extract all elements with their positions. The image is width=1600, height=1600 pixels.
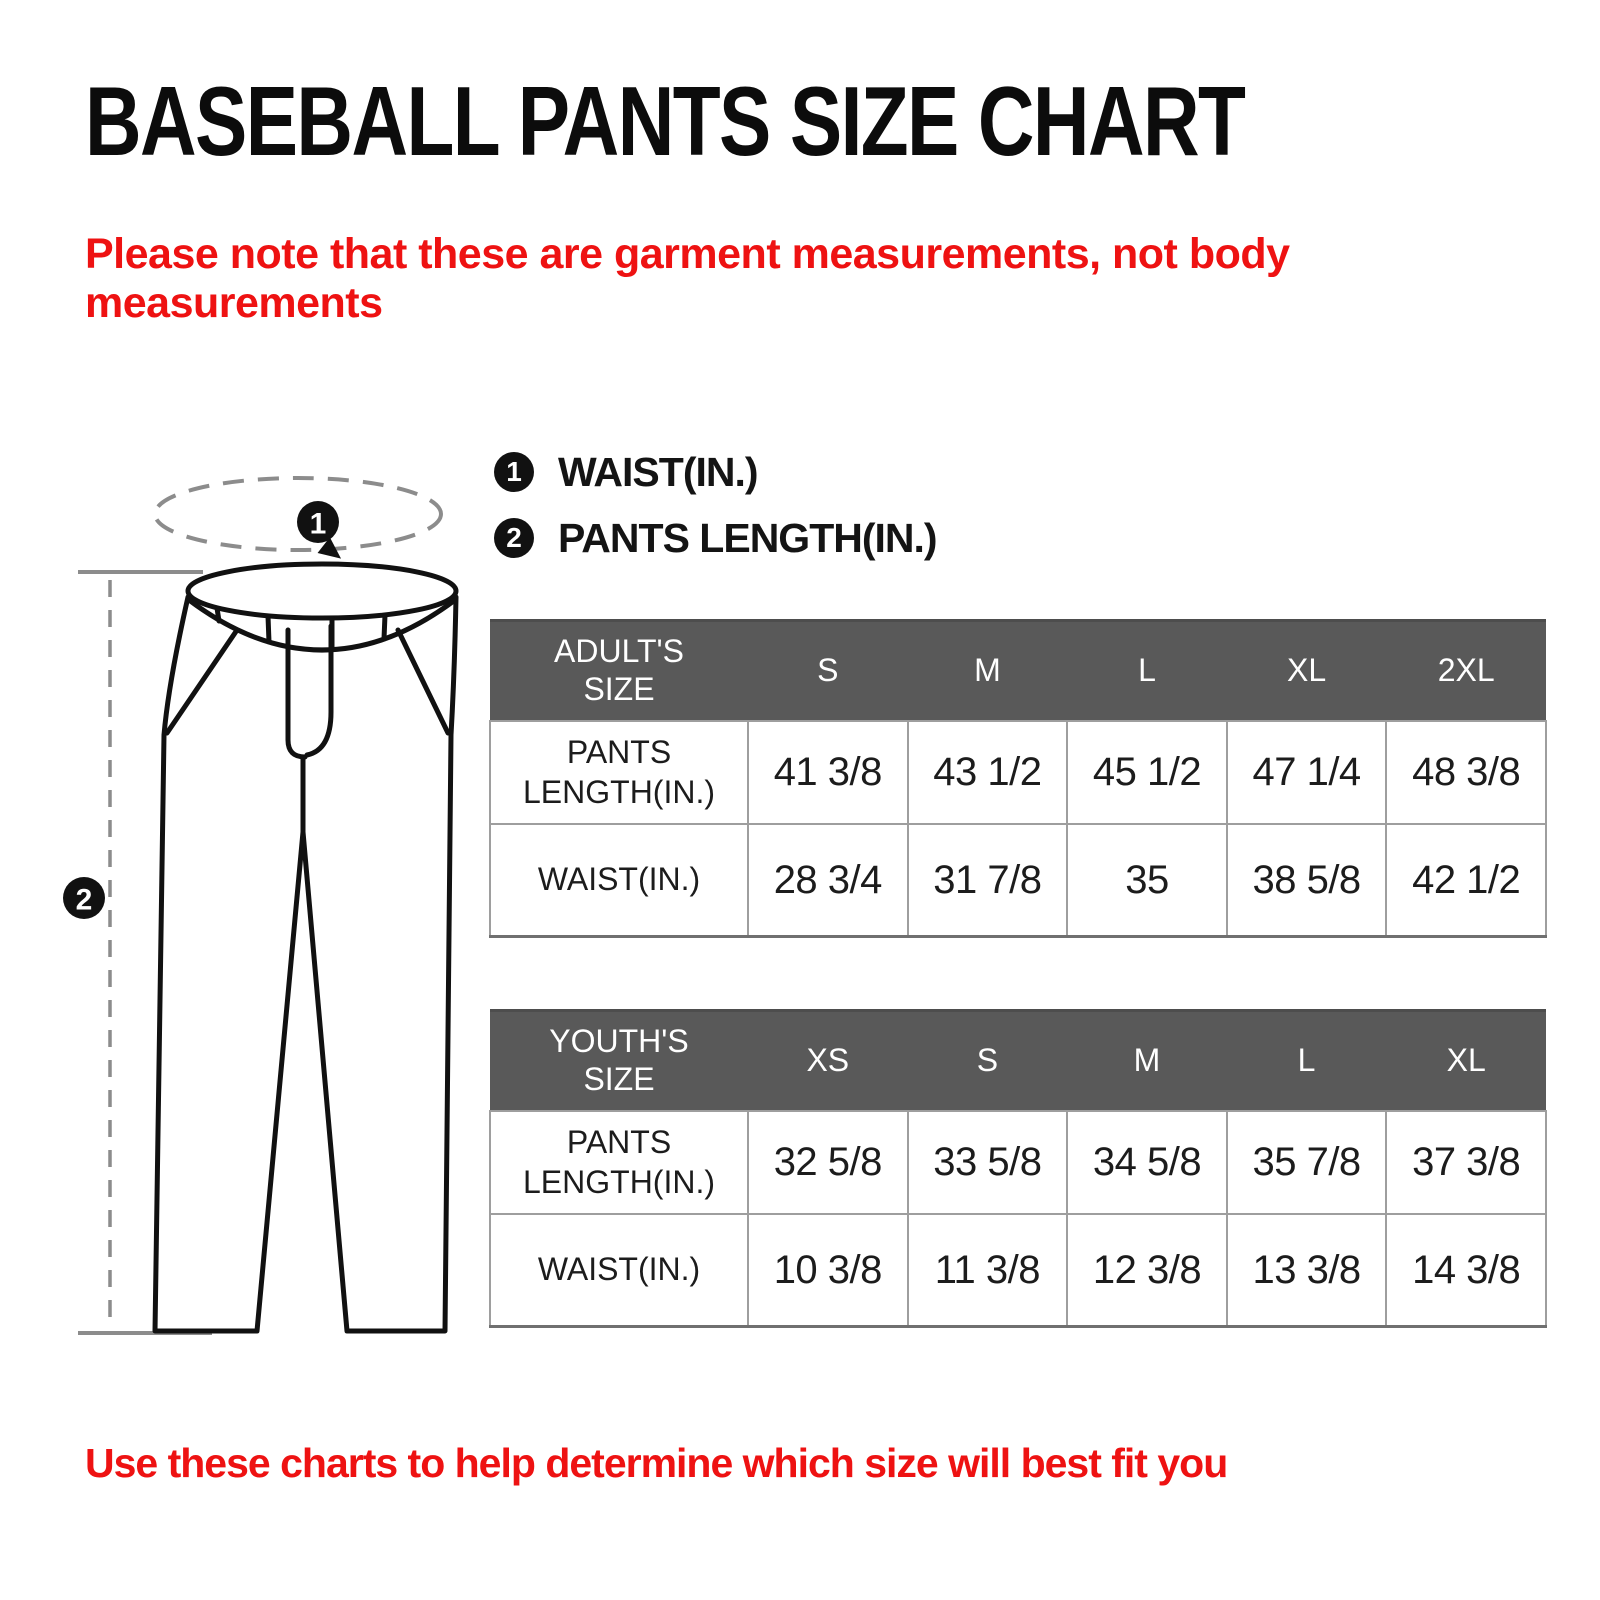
- legend-marker-1-number: 1: [506, 456, 522, 487]
- row-label-cell: WAIST(IN.): [489, 823, 749, 938]
- pants-outline: [152, 594, 459, 1334]
- youth-table-title-cell: YOUTH'S SIZE: [490, 1010, 748, 1111]
- youth-pants-length-row: PANTS LENGTH(IN.) 32 5/8 33 5/8 34 5/8 3…: [489, 1110, 1547, 1215]
- adult-header-row: ADULT'S SIZE S M L XL 2XL: [490, 620, 1546, 721]
- value-cell: 13 3/8: [1225, 1213, 1388, 1328]
- row-label: WAIST(IN.): [537, 1251, 701, 1288]
- fly-right-seam: [304, 623, 334, 758]
- value-cell: 10 3/8: [747, 1213, 909, 1328]
- value-cell: 14 3/8: [1385, 1213, 1547, 1328]
- row-label-cell: PANTS LENGTH(IN.): [489, 1110, 749, 1215]
- adult-pants-length-row: PANTS LENGTH(IN.) 41 3/8 43 1/2 45 1/2 4…: [489, 720, 1547, 825]
- youth-header-row: YOUTH'S SIZE XS S M L XL: [490, 1010, 1546, 1111]
- value-cell: 28 3/4: [747, 823, 909, 938]
- pants-waistband-bottom: [186, 597, 458, 653]
- row-label: PANTS LENGTH(IN.): [523, 734, 715, 810]
- adult-col-header-m: M: [907, 620, 1068, 721]
- value-cell: 41 3/8: [747, 720, 909, 825]
- value-cell: 35: [1066, 823, 1228, 938]
- value-cell: 37 3/8: [1385, 1110, 1547, 1215]
- footer-note-text: Use these charts to help determine which…: [85, 1440, 1228, 1486]
- value-cell: 38 5/8: [1225, 823, 1388, 938]
- youth-waist-row: WAIST(IN.) 10 3/8 11 3/8 12 3/8 13 3/8 1…: [489, 1213, 1547, 1328]
- garment-note-line1: Please note that these are garment measu…: [85, 230, 1290, 278]
- legend-label-waist: WAIST(IN.): [558, 448, 759, 495]
- youth-size-table: YOUTH'S SIZE XS S M L XL PANTS LENGTH(IN…: [489, 1009, 1547, 1328]
- legend-item-pants-length: 2 PANTS LENGTH(IN.): [494, 515, 938, 561]
- waist-measure-dashed-ellipse: [153, 476, 443, 552]
- legend-marker-2-badge: 2: [494, 518, 534, 558]
- legend-label-pants-length: PANTS LENGTH(IN.): [558, 514, 938, 561]
- legend-marker-1-badge: 1: [494, 452, 534, 492]
- adult-col-header-l: L: [1067, 620, 1227, 721]
- adult-col-header-xl: XL: [1226, 620, 1387, 721]
- pocket-left-seam: [164, 627, 240, 736]
- legend-marker-2-number: 2: [506, 522, 522, 553]
- value-cell: 32 5/8: [747, 1110, 909, 1215]
- value-cell: 11 3/8: [906, 1213, 1069, 1328]
- value-cell: 35 7/8: [1225, 1110, 1388, 1215]
- value-cell: 12 3/8: [1066, 1213, 1228, 1328]
- value-cell: 33 5/8: [906, 1110, 1069, 1215]
- row-label: WAIST(IN.): [537, 861, 701, 898]
- adult-col-header-2xl: 2XL: [1386, 620, 1546, 721]
- length-marker-number: 2: [76, 884, 93, 917]
- row-label-cell: PANTS LENGTH(IN.): [489, 720, 749, 825]
- row-label-cell: WAIST(IN.): [489, 1213, 749, 1328]
- measure-arrowhead-icon: [317, 537, 342, 559]
- page-title: BASEBALL PANTS SIZE CHART: [85, 72, 1534, 170]
- legend-item-waist: 1 WAIST(IN.): [494, 449, 937, 495]
- value-cell: 45 1/2: [1066, 720, 1228, 825]
- waist-marker-number: 1: [310, 508, 327, 541]
- youth-col-header-m: M: [1067, 1010, 1227, 1111]
- youth-col-header-l: L: [1226, 1010, 1387, 1111]
- pocket-right-seam: [395, 627, 451, 736]
- garment-note-text: Please note that these are garment measu…: [85, 230, 1290, 328]
- value-cell: 34 5/8: [1066, 1110, 1228, 1215]
- adult-size-table: ADULT'S SIZE S M L XL 2XL PANTS LENGTH(I…: [489, 619, 1547, 938]
- value-cell: 48 3/8: [1385, 720, 1547, 825]
- length-marker-badge: 2: [63, 877, 105, 919]
- value-cell: 42 1/2: [1385, 823, 1547, 938]
- adult-col-header-s: S: [748, 620, 908, 721]
- adult-waist-row: WAIST(IN.) 28 3/4 31 7/8 35 38 5/8 42 1/…: [489, 823, 1547, 938]
- pants-waistband-top: [185, 561, 459, 621]
- pants-diagram: 1 2: [63, 476, 459, 1335]
- youth-col-header-xl: XL: [1386, 1010, 1546, 1111]
- waist-marker-badge: 1: [297, 501, 339, 543]
- garment-note-line2: measurements: [85, 279, 383, 328]
- value-cell: 31 7/8: [906, 823, 1069, 938]
- belt-loop-seams: [214, 605, 388, 653]
- youth-table-title: YOUTH'S SIZE: [549, 1023, 689, 1097]
- page-title-text: BASEBALL PANTS SIZE CHART: [85, 66, 1246, 176]
- adult-table-title-cell: ADULT'S SIZE: [490, 620, 748, 721]
- adult-table-title: ADULT'S SIZE: [554, 633, 684, 707]
- youth-col-header-s: S: [907, 1010, 1068, 1111]
- value-cell: 43 1/2: [906, 720, 1069, 825]
- legend: 1 WAIST(IN.) 2 PANTS LENGTH(IN.): [494, 449, 938, 584]
- value-cell: 47 1/4: [1225, 720, 1388, 825]
- youth-col-header-xs: XS: [748, 1010, 908, 1111]
- row-label: PANTS LENGTH(IN.): [523, 1124, 715, 1200]
